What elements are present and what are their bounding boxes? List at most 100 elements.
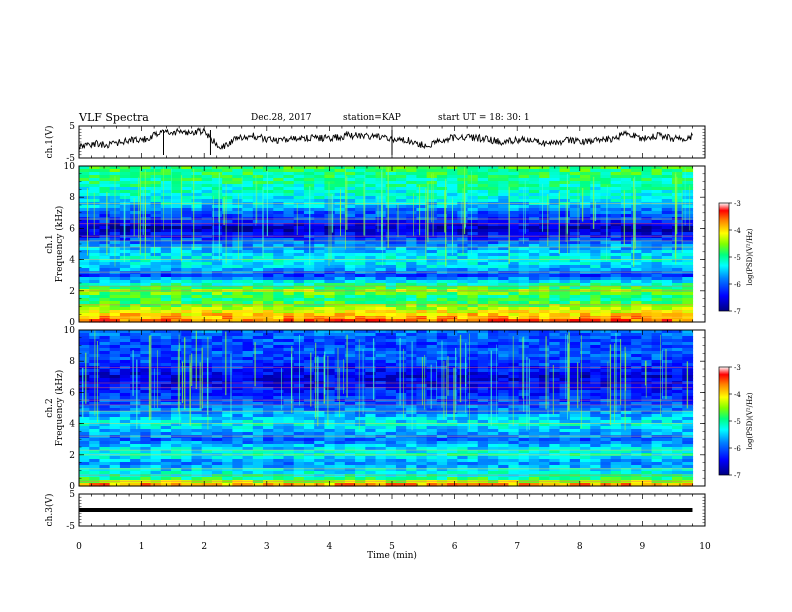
spectrogram-cell xyxy=(559,330,571,334)
spectrogram-cell xyxy=(651,399,663,403)
spectrogram-cell xyxy=(324,253,336,257)
spectrogram-cell xyxy=(171,405,182,409)
spectrogram-cell xyxy=(406,238,418,242)
spectrogram-cell xyxy=(150,205,162,209)
spectrogram-cell xyxy=(672,316,683,320)
spectrogram-cell xyxy=(324,181,336,185)
spectrogram-cell xyxy=(539,351,550,355)
spectrogram-cell xyxy=(651,265,663,269)
spectrogram-cell xyxy=(569,414,581,418)
spectrogram-cell xyxy=(344,250,356,254)
spectrogram-cell xyxy=(160,363,172,367)
spectrogram-cell xyxy=(549,396,561,400)
spectrogram-cell xyxy=(355,286,366,290)
spectrogram-cell xyxy=(263,235,274,239)
spectrogram-cell xyxy=(355,235,366,239)
spectrogram-cell xyxy=(181,226,193,230)
spectrogram-cell xyxy=(222,390,233,394)
spectrogram-cell xyxy=(355,247,366,251)
spectrogram-cell xyxy=(477,241,489,245)
spectrogram-cell xyxy=(539,298,550,302)
spectrogram-cell xyxy=(487,193,499,197)
spectrogram-cell xyxy=(283,283,295,287)
spectrogram-cell xyxy=(528,193,540,197)
spectrogram-cell xyxy=(314,181,325,185)
spectrogram-cell xyxy=(140,348,152,352)
spectrogram-cell xyxy=(242,369,254,373)
spectrogram-cell xyxy=(273,280,285,284)
spectrogram-cell xyxy=(467,387,479,391)
spectrogram-cell xyxy=(447,301,458,305)
spectrogram-cell xyxy=(641,205,653,209)
spectrogram-cell xyxy=(171,196,182,200)
spectrogram-cell xyxy=(79,235,90,239)
spectrogram-cell xyxy=(641,235,653,239)
spectrogram-cell xyxy=(171,348,182,352)
spectrogram-cell xyxy=(528,387,540,391)
spectrogram-cell xyxy=(641,411,653,415)
spectrogram-cell xyxy=(406,181,418,185)
spectrogram-cell xyxy=(620,205,632,209)
spectrogram-cell xyxy=(661,241,673,245)
spectrogram-cell xyxy=(283,417,295,421)
spectrogram-cell xyxy=(559,199,571,203)
spectrogram-cell xyxy=(559,220,571,224)
spectrogram-cell xyxy=(682,214,694,218)
spectrogram-cell xyxy=(324,369,336,373)
spectrogram-cell xyxy=(559,196,571,200)
spectrogram-cell xyxy=(559,295,571,299)
spectrogram-cell xyxy=(314,313,325,317)
spectrogram-cell xyxy=(324,316,336,320)
spectrogram-cell xyxy=(314,396,325,400)
spectrogram-cell xyxy=(487,280,499,284)
spectrogram-cell xyxy=(375,369,387,373)
spectrogram-cell xyxy=(395,390,407,394)
spectrogram-cell xyxy=(119,271,131,275)
spectrogram-cell xyxy=(140,304,152,308)
spectrogram-cell xyxy=(477,238,489,242)
spectrogram-cell xyxy=(171,339,182,343)
spectrogram-cell xyxy=(559,393,571,397)
spectrogram-cell xyxy=(467,241,479,245)
spectrogram-cell xyxy=(181,414,193,418)
spectrogram-cell xyxy=(89,199,101,203)
spectrogram-cell xyxy=(508,310,520,314)
spectrogram-cell xyxy=(641,363,653,367)
spectrogram-cell xyxy=(222,342,233,346)
spectrogram-cell xyxy=(549,307,561,311)
spectrogram-cell xyxy=(334,330,346,334)
spectrogram-cell xyxy=(242,378,254,382)
spectrogram-cell xyxy=(99,208,111,212)
spectrogram-cell xyxy=(549,390,561,394)
spectrogram-cell xyxy=(191,274,203,278)
spectrogram-cell xyxy=(99,345,111,349)
spectrogram-cell xyxy=(498,307,510,311)
spectrogram-cell xyxy=(211,298,223,302)
spectrogram-cell xyxy=(682,244,694,248)
spectrogram-cell xyxy=(314,271,325,275)
spectrogram-cell xyxy=(89,259,101,263)
spectrogram-cell xyxy=(242,241,254,245)
spectrogram-cell xyxy=(273,208,285,212)
spectrogram-cell xyxy=(211,396,223,400)
spectrogram-cell xyxy=(79,244,90,248)
spectrogram-cell xyxy=(457,271,469,275)
spectrogram-cell xyxy=(651,402,663,406)
spectrogram-cell xyxy=(283,253,295,257)
spectrogram-cell xyxy=(211,387,223,391)
spectrogram-cell xyxy=(457,178,469,182)
spectrogram-cell xyxy=(682,283,694,287)
spectrogram-cell xyxy=(160,265,172,269)
spectrogram-cell xyxy=(682,187,694,191)
spectrogram-cell xyxy=(569,241,581,245)
spectrogram-cell xyxy=(181,223,193,227)
spectrogram-cell xyxy=(487,292,499,296)
spectrogram-cell xyxy=(498,390,510,394)
spectrogram-cell xyxy=(590,310,602,314)
spectrogram-cell xyxy=(385,238,397,242)
spectrogram-cell xyxy=(467,375,479,379)
spectrogram-cell xyxy=(467,354,479,358)
spectrogram-cell xyxy=(211,166,223,170)
spectrogram-cell xyxy=(232,360,244,364)
spectrogram-cell xyxy=(334,348,346,352)
